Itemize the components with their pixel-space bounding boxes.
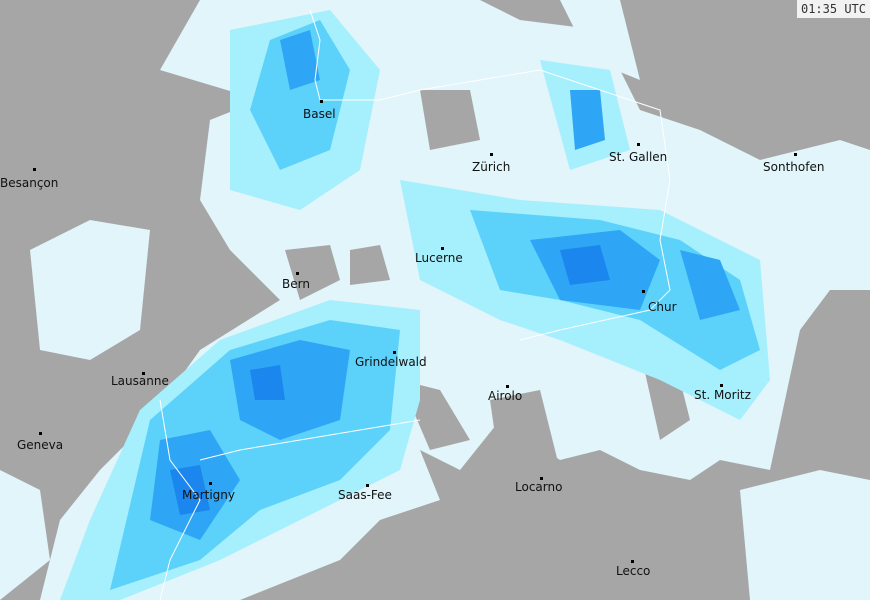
city-dot [320,100,323,103]
city-basel: Basel [303,107,336,121]
city-sonthofen: Sonthofen [763,160,825,174]
city-airolo: Airolo [488,389,523,403]
city-dot [209,482,212,485]
city-st-gallen: St. Gallen [609,150,668,164]
city-lucerne: Lucerne [415,251,463,265]
city-grindelwald: Grindelwald [355,355,427,369]
city-dot [637,143,640,146]
city-dot [142,372,145,375]
city-dot [506,385,509,388]
city-dot [540,477,543,480]
city-dot [631,560,634,563]
city-st-moritz: St. Moritz [694,388,751,402]
precip-gray-gaps [285,90,690,600]
city-dot [720,384,723,387]
city-dot [393,351,396,354]
city-dot [441,247,444,250]
city-dot [642,290,645,293]
city-geneva: Geneva [17,438,64,452]
precip-heavy-layer [170,245,610,515]
city-locarno: Locarno [515,480,563,494]
city-bern: Bern [282,277,310,291]
city-dot [33,168,36,171]
city-dot [794,153,797,156]
city-besancon: Besançon [0,176,59,190]
border-lines [159,9,671,600]
timestamp-label: 01:35 UTC [796,0,870,18]
city-dot [490,153,493,156]
city-dot [39,432,42,435]
city-zurich: Zürich [472,160,511,174]
city-chur: Chur [648,300,677,314]
city-lausanne: Lausanne [111,374,169,388]
city-lecco: Lecco [616,564,651,578]
city-martigny: Martigny [182,488,236,502]
city-dot [366,484,369,487]
city-saas-fee: Saas-Fee [338,488,392,502]
city-dot [296,272,299,275]
